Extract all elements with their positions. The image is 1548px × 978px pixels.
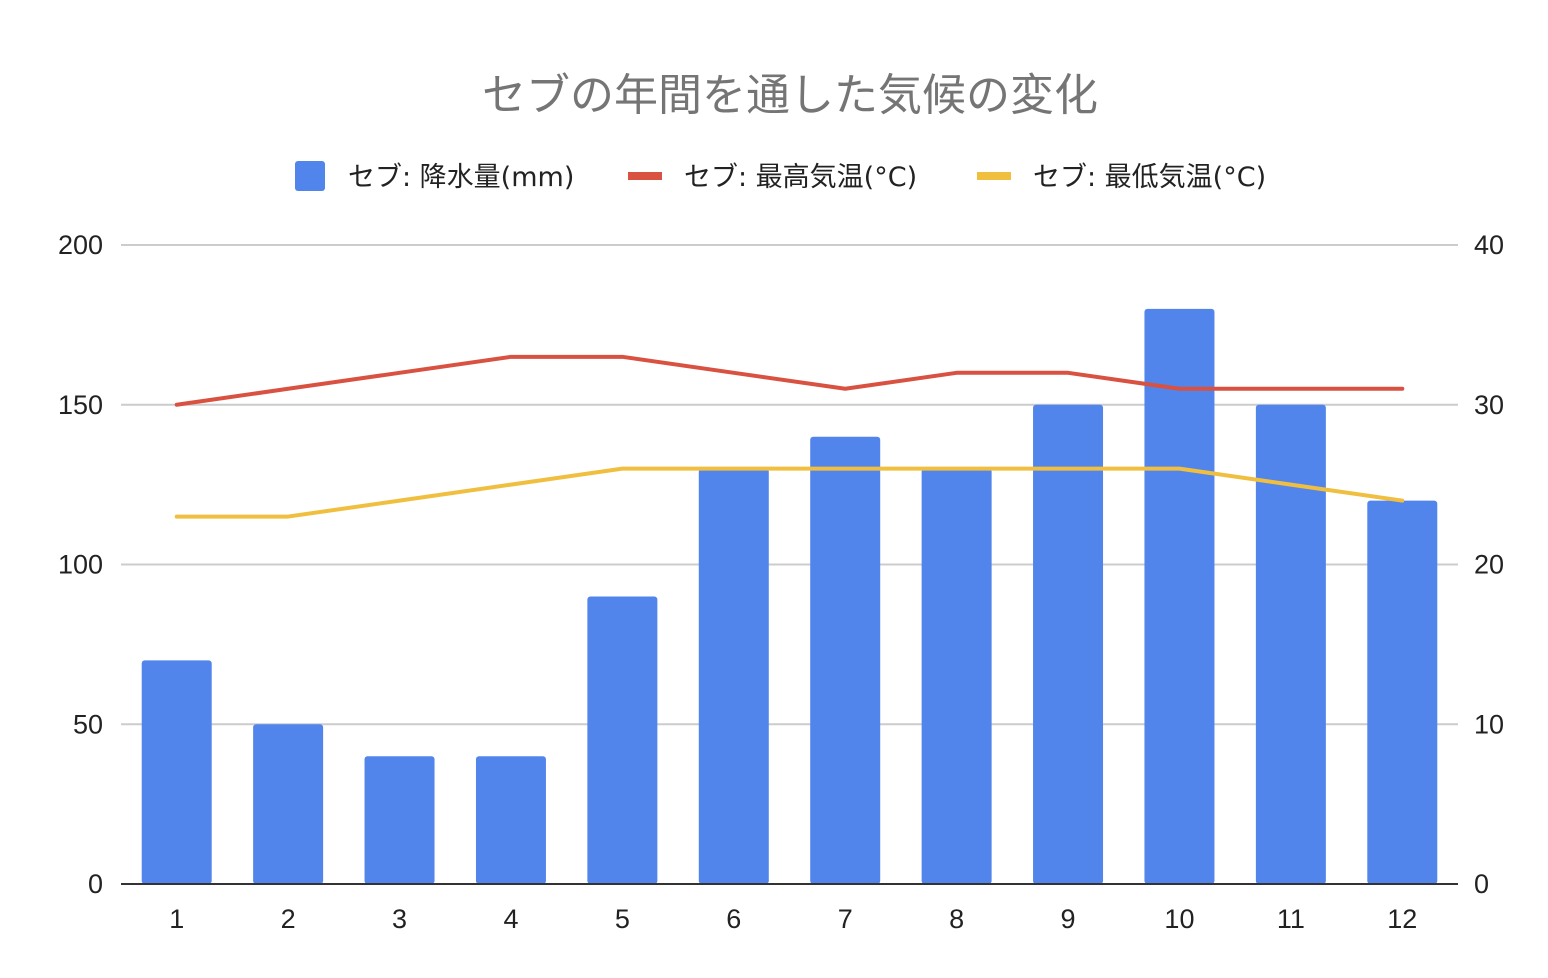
x-tick-label: 7 bbox=[838, 904, 853, 934]
y-right-tick-label: 10 bbox=[1474, 709, 1504, 739]
x-tick-label: 10 bbox=[1164, 904, 1194, 934]
line-series bbox=[174, 354, 1405, 519]
bar bbox=[587, 596, 658, 884]
gridlines bbox=[121, 244, 1458, 726]
y-right-tick-label: 0 bbox=[1474, 869, 1489, 899]
y-left-tick-label: 100 bbox=[58, 550, 103, 580]
line-series-path bbox=[174, 466, 1405, 519]
bar bbox=[141, 660, 212, 884]
x-tick-label: 6 bbox=[726, 904, 741, 934]
legend-swatch bbox=[295, 161, 325, 191]
bar bbox=[1033, 404, 1104, 884]
y-right-tick-label: 30 bbox=[1474, 390, 1504, 420]
y-left-tick-label: 150 bbox=[58, 390, 103, 420]
bar-series bbox=[141, 308, 1438, 884]
x-tick-label: 4 bbox=[503, 904, 518, 934]
x-tick-label: 3 bbox=[392, 904, 407, 934]
chart-title: セブの年間を通した気候の変化 bbox=[482, 70, 1098, 121]
bar bbox=[364, 756, 435, 884]
bar bbox=[921, 468, 992, 884]
x-tick-label: 11 bbox=[1277, 904, 1305, 934]
bar bbox=[475, 756, 546, 884]
legend-swatch bbox=[977, 172, 1011, 180]
bar bbox=[810, 436, 881, 884]
bar bbox=[1255, 404, 1326, 884]
x-tick-label: 9 bbox=[1061, 904, 1076, 934]
line-series-path bbox=[174, 354, 1405, 407]
y-right-tick-label: 20 bbox=[1474, 550, 1504, 580]
legend: セブ: 降水量(mm) セブ: 最高気温(°C) セブ: 最低気温(°C) bbox=[295, 161, 1266, 193]
x-tick-label: 2 bbox=[281, 904, 296, 934]
bar bbox=[698, 468, 769, 884]
y-right-tick-label: 40 bbox=[1474, 230, 1504, 260]
legend-label: セブ: 最低気温(°C) bbox=[1033, 162, 1266, 193]
y-left-tick-label: 200 bbox=[58, 230, 103, 260]
legend-swatch bbox=[628, 172, 662, 180]
y-left-tick-label: 0 bbox=[88, 869, 103, 899]
bar bbox=[253, 724, 324, 884]
legend-label: セブ: 最高気温(°C) bbox=[684, 162, 917, 193]
bar bbox=[1367, 500, 1438, 884]
y-left-tick-label: 50 bbox=[73, 709, 103, 739]
x-tick-label: 5 bbox=[615, 904, 630, 934]
x-tick-label: 8 bbox=[949, 904, 964, 934]
x-tick-label: 12 bbox=[1387, 904, 1417, 934]
bar bbox=[1144, 308, 1215, 884]
legend-label: セブ: 降水量(mm) bbox=[348, 162, 574, 193]
x-tick-label: 1 bbox=[169, 904, 184, 934]
